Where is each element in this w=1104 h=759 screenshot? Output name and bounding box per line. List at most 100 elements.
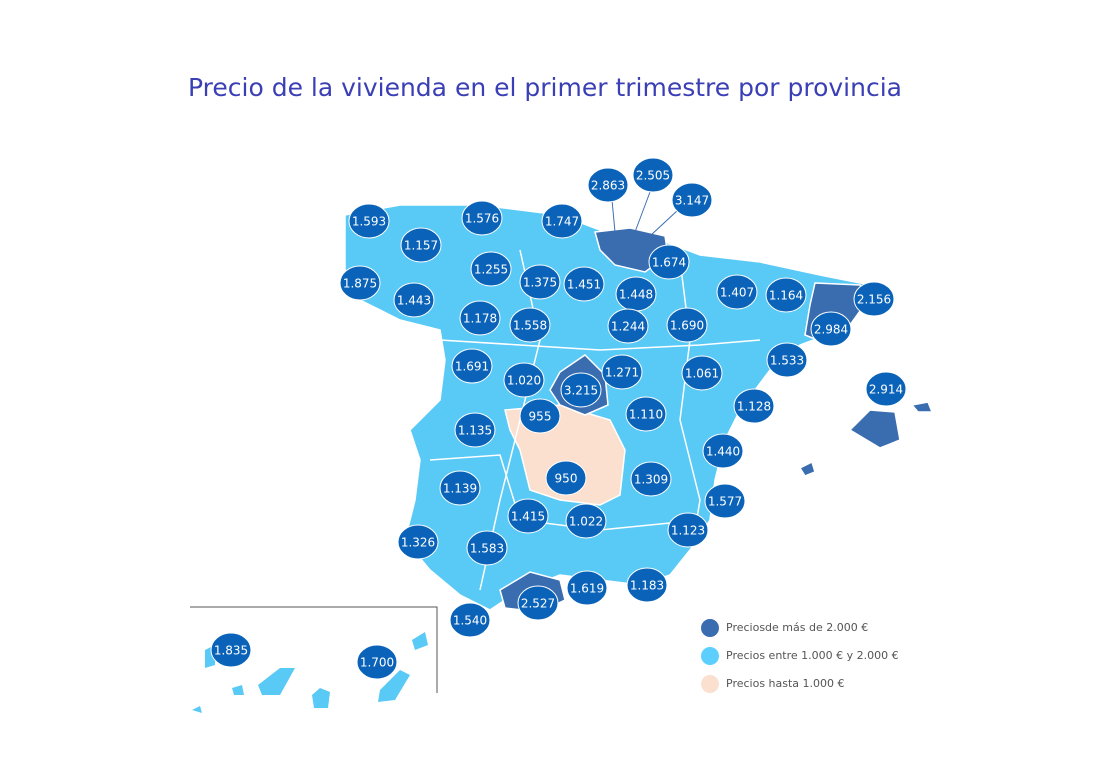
label-text: 2.914	[869, 383, 903, 397]
label-bubble	[545, 460, 587, 496]
label-bubble	[339, 265, 381, 301]
label-text: 1.326	[401, 536, 435, 550]
price-label: 1.061	[681, 355, 723, 391]
label-text: 1.690	[670, 319, 704, 333]
label-text: 1.415	[511, 510, 545, 524]
label-text: 2.863	[591, 179, 625, 193]
price-label: 1.139	[439, 470, 481, 506]
price-label: 2.527	[517, 585, 559, 621]
label-text: 1.691	[455, 360, 489, 374]
price-label: 1.593	[348, 203, 390, 239]
label-text: 1.020	[507, 374, 541, 388]
label-bubble	[210, 632, 252, 668]
label-text: 2.527	[521, 597, 555, 611]
price-label: 1.309	[630, 461, 672, 497]
price-label: 1.451	[563, 266, 605, 302]
label-bubble	[865, 371, 907, 407]
label-text: 3.147	[675, 194, 709, 208]
label-bubble	[459, 300, 501, 336]
label-text: 1.674	[652, 256, 686, 270]
label-bubble	[566, 570, 608, 606]
label-text: 1.875	[343, 277, 377, 291]
price-label: 1.576	[461, 200, 503, 236]
legend-text: Precios entre 1.000 € y 2.000 €	[726, 649, 899, 662]
label-text: 1.183	[630, 579, 664, 593]
leader-lines	[611, 191, 679, 237]
price-label: 1.164	[765, 277, 807, 313]
legend-text: Preciosde más de 2.000 €	[726, 621, 868, 634]
label-bubble	[648, 244, 690, 280]
label-bubble	[704, 483, 746, 519]
island	[232, 685, 244, 695]
label-bubble	[517, 585, 559, 621]
price-label: 1.690	[666, 307, 708, 343]
label-bubble	[853, 281, 895, 317]
price-label: 1.375	[519, 264, 561, 300]
label-text: 1.375	[523, 276, 557, 290]
price-label: 1.415	[507, 498, 549, 534]
label-bubble	[466, 530, 508, 566]
label-text: 1.255	[474, 263, 508, 277]
label-text: 2.156	[857, 293, 891, 307]
label-bubble	[632, 157, 674, 193]
label-bubble	[681, 355, 723, 391]
label-bubble	[607, 308, 649, 344]
label-bubble	[541, 203, 583, 239]
label-bubble	[587, 167, 629, 203]
label-bubble	[716, 274, 758, 310]
island	[258, 668, 295, 695]
label-text: 1.700	[360, 656, 394, 670]
price-label: 1.583	[466, 530, 508, 566]
leader-line	[649, 209, 679, 237]
price-label: 1.183	[626, 567, 668, 603]
label-text: 1.451	[567, 278, 601, 292]
label-text: 1.061	[685, 367, 719, 381]
label-text: 1.157	[404, 239, 438, 253]
label-bubble	[671, 182, 713, 218]
label-text: 1.448	[619, 288, 653, 302]
label-bubble	[666, 307, 708, 343]
price-label: 1.443	[393, 282, 435, 318]
price-label: 1.835	[210, 632, 252, 668]
price-label: 1.255	[470, 251, 512, 287]
price-label: 1.020	[503, 362, 545, 398]
label-bubble	[356, 644, 398, 680]
ibiza	[798, 460, 816, 477]
price-label: 3.147	[671, 182, 713, 218]
legend-swatch	[701, 647, 719, 665]
price-label: 1.674	[648, 244, 690, 280]
label-bubble	[348, 203, 390, 239]
price-label: 955	[519, 398, 561, 434]
balearic-islands	[848, 409, 901, 449]
label-bubble	[560, 372, 602, 408]
label-bubble	[397, 524, 439, 560]
label-bubble	[507, 498, 549, 534]
price-label: 1.157	[400, 227, 442, 263]
label-bubble	[565, 503, 607, 539]
label-text: 1.558	[513, 319, 547, 333]
legend-swatch	[701, 675, 719, 693]
price-label: 2.505	[632, 157, 674, 193]
leader-line	[611, 199, 616, 233]
price-label: 1.135	[454, 412, 496, 448]
label-bubble	[563, 266, 605, 302]
label-bubble	[509, 307, 551, 343]
label-text: 1.576	[465, 212, 499, 226]
price-label: 950	[545, 460, 587, 496]
legend-swatch	[701, 619, 719, 637]
price-label: 1.875	[339, 265, 381, 301]
price-label: 1.440	[702, 433, 744, 469]
price-label: 1.691	[451, 348, 493, 384]
label-text: 1.747	[545, 215, 579, 229]
island	[192, 706, 202, 713]
label-bubble	[454, 412, 496, 448]
label-text: 1.540	[453, 614, 487, 628]
price-label: 1.558	[509, 307, 551, 343]
island	[378, 670, 410, 702]
legend: Preciosde más de 2.000 € Precios entre 1.…	[701, 619, 899, 693]
price-label: 1.407	[716, 274, 758, 310]
label-bubble	[626, 567, 668, 603]
label-text: 1.619	[570, 582, 604, 596]
island	[312, 688, 330, 708]
price-label: 1.128	[733, 388, 775, 424]
